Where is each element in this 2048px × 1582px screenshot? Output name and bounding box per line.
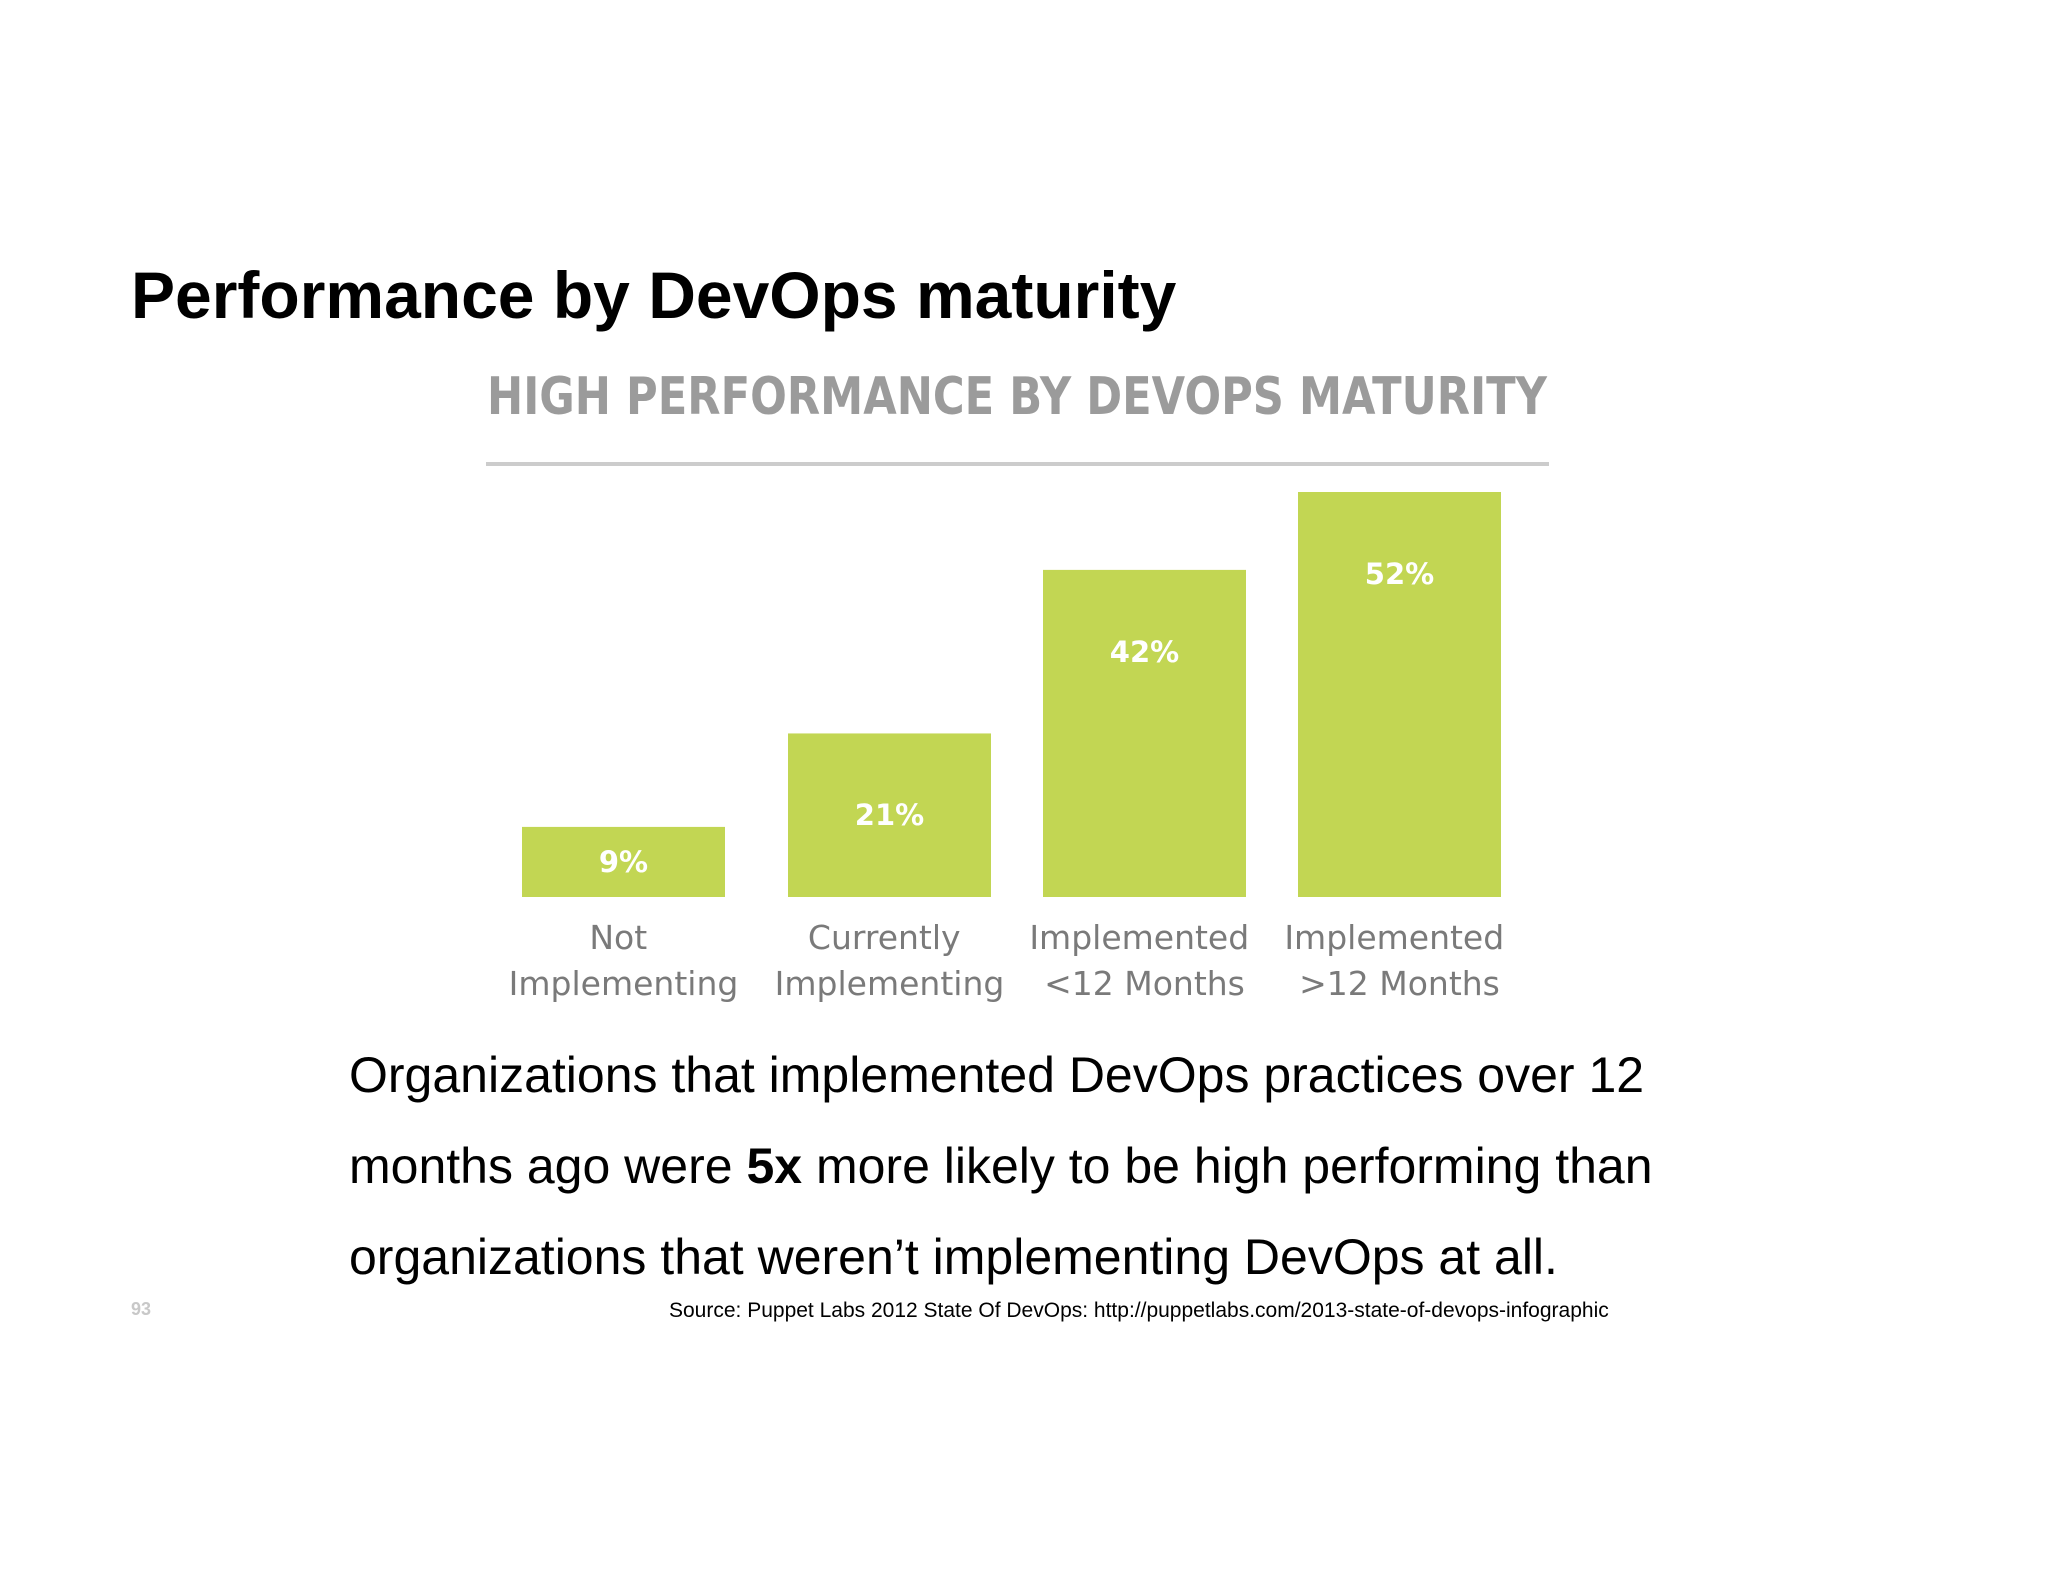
body-part: Organizations that implemented DevOps pr… [349,1047,1645,1194]
x-tick-line: Implemented [1029,918,1259,957]
slide-title: Performance by DevOps maturity [131,258,1177,332]
x-tick-line: Implementing [775,964,1005,1003]
x-tick-line: <12 Months [1044,964,1245,1003]
body-emphasis: 5x [746,1138,803,1194]
source-note: Source: Puppet Labs 2012 State Of DevOps… [669,1299,1609,1322]
value-label: 9% [599,845,648,879]
x-tick-label: Implemented <12 Months [1029,918,1259,1003]
bar [788,733,991,897]
x-tick-line: Implemented [1284,918,1514,957]
page-number: 93 [131,1299,152,1319]
x-tick-label: Currently Implementing [775,918,1005,1003]
x-tick-label: Not Implementing [509,918,739,1003]
x-tick-line: >12 Months [1299,964,1500,1003]
value-label: 42% [1110,635,1179,669]
bar [1298,492,1501,897]
bar [1043,569,1246,897]
chart: HIGH PERFORMANCE BY DEVOPS MATURITY 9% No… [486,367,1549,1003]
x-tick-line: Implementing [509,964,739,1003]
body-text: Organizations that implemented DevOps pr… [349,1030,1719,1303]
value-label: 21% [855,798,924,832]
body-part: more likely to be high performing than o… [349,1138,1653,1285]
x-tick-line: Not [589,918,657,957]
bar [522,826,725,897]
chart-title: HIGH PERFORMANCE BY DEVOPS MATURITY [487,367,1548,427]
x-tick-line: Currently [808,918,971,957]
value-label: 52% [1365,557,1434,591]
x-tick-label: Implemented >12 Months [1284,918,1514,1003]
